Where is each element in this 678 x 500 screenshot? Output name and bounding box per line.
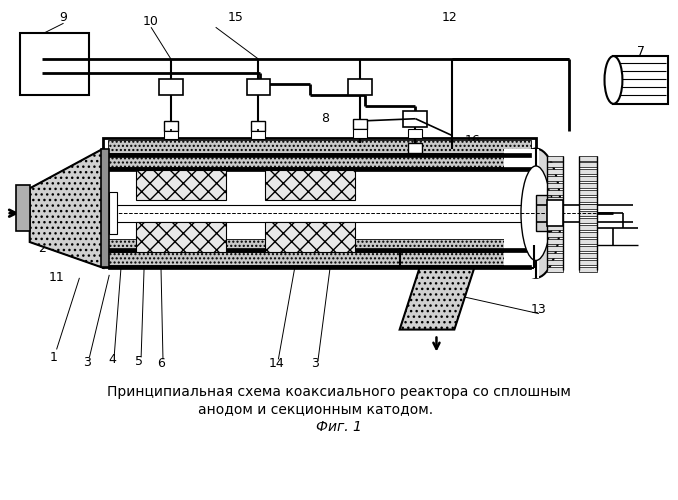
Bar [136,170,226,200]
Bar [108,168,531,172]
Bar [578,156,597,160]
Text: ø: ø [31,66,39,80]
Text: 7: 7 [637,44,645,58]
Text: +: + [31,40,42,54]
Bar [578,176,597,182]
Bar [109,192,117,234]
Bar [578,267,597,272]
Bar [547,260,563,265]
Text: −: − [48,70,59,84]
Bar [578,239,597,244]
Bar [578,232,597,237]
Bar [353,118,367,128]
Bar [578,198,597,202]
Bar [164,130,178,138]
Bar [547,184,563,188]
Bar [547,156,563,160]
Bar [547,190,563,196]
Bar [108,154,531,168]
Text: 13: 13 [531,303,546,316]
Bar [101,148,109,267]
Text: 5: 5 [135,355,143,368]
Text: 2: 2 [38,242,45,254]
Bar [578,170,597,174]
Bar [547,176,563,182]
Bar [578,246,597,251]
Bar [614,56,668,104]
Ellipse shape [511,148,561,278]
Bar [103,138,536,267]
Polygon shape [399,268,474,330]
Bar [108,140,531,152]
Text: Принципиальная схема коаксиального реактора со сплошным: Принципиальная схема коаксиального реакт… [107,385,571,399]
Text: 3: 3 [83,356,92,369]
Bar [547,267,563,272]
Text: 4: 4 [108,353,116,366]
Bar [547,204,563,209]
Bar [578,211,597,216]
Bar [547,218,563,223]
Bar [252,120,265,130]
Bar [407,142,422,152]
Text: анодом и секционным катодом.: анодом и секционным катодом. [197,402,433,416]
Bar [136,222,226,252]
Bar [504,148,539,278]
Text: 10: 10 [143,15,159,28]
Bar [547,198,563,202]
Text: 14: 14 [268,357,284,370]
Bar [547,211,563,216]
Bar [547,232,563,237]
Text: 8: 8 [321,112,329,125]
Bar [108,248,531,252]
Text: 1: 1 [49,351,58,364]
Bar [578,218,597,223]
Text: ø: ø [31,52,39,66]
Ellipse shape [521,166,551,260]
Bar [547,239,563,244]
Bar [547,170,563,174]
Bar [547,162,563,168]
Bar [247,79,271,95]
Bar [20,33,89,95]
Bar [108,239,531,252]
Text: 15: 15 [228,11,243,24]
Text: 9: 9 [60,11,68,24]
Text: 6: 6 [157,357,165,370]
Bar [407,128,422,138]
Bar [265,222,355,252]
Text: 3: 3 [311,357,319,370]
Bar [547,200,563,226]
Bar [403,111,426,126]
Text: Фиг. 1: Фиг. 1 [316,420,362,434]
Text: 16: 16 [464,134,480,147]
Bar [265,170,355,200]
Bar [252,130,265,138]
Bar [108,252,531,265]
Polygon shape [30,148,103,268]
Bar [159,79,183,95]
Bar [578,190,597,196]
Bar [16,186,30,231]
Bar [108,152,531,156]
Bar [578,225,597,230]
Bar [108,265,531,269]
Bar [536,196,551,231]
Text: 12: 12 [441,11,457,24]
Bar [578,204,597,209]
Bar [547,225,563,230]
Bar [578,162,597,168]
Bar [547,246,563,251]
Text: 11: 11 [49,272,64,284]
Bar [547,253,563,258]
Bar [353,128,367,138]
Bar [578,260,597,265]
Ellipse shape [605,56,622,104]
Bar [348,79,372,95]
Bar [578,184,597,188]
Bar [164,120,178,130]
Bar [578,253,597,258]
